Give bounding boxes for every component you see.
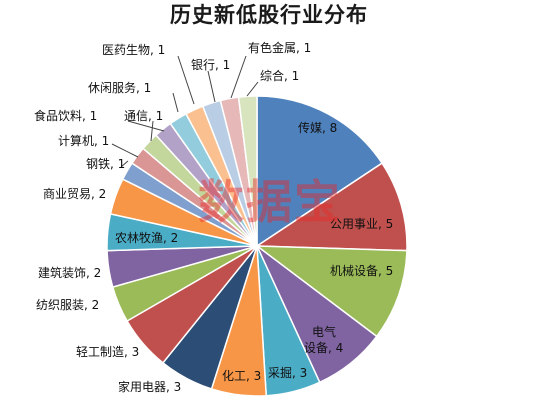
leader-line-13 — [120, 160, 129, 168]
pie-slice-2 — [254, 162, 408, 252]
data-label-10: 建筑装饰, 2 — [38, 265, 101, 280]
data-label-3: 机械设备, 5 — [330, 263, 393, 278]
data-label-2: 公用事业, 5 — [330, 217, 393, 231]
leader-line-15 — [150, 120, 154, 142]
pie-slice-3 — [254, 245, 408, 338]
leader-line-14 — [111, 143, 139, 158]
data-label-9: 纺织服装, 2 — [36, 298, 99, 312]
data-label-16: 食品饮料, 1 — [34, 108, 97, 123]
data-label-12: 商业贸易, 2 — [43, 186, 106, 201]
data-label-8: 轻工制造, 3 — [76, 345, 139, 359]
leader-line-16 — [127, 120, 165, 132]
data-label-6: 化工, 3 — [222, 369, 261, 383]
leader-line-18 — [177, 55, 195, 105]
data-label-14: 计算机, 1 — [58, 133, 109, 148]
data-label-4: 电气设备, 4 — [304, 324, 343, 355]
data-label-19: 银行, 1 — [191, 58, 230, 72]
leader-line-20 — [230, 55, 247, 99]
leader-line-19 — [207, 70, 216, 103]
chart-title: 历史新低股行业分布 — [170, 2, 368, 27]
pie-slice-1 — [256, 95, 384, 248]
leader-line-17 — [172, 92, 179, 113]
data-label-5: 采掘, 3 — [268, 365, 307, 380]
leader-line-21 — [246, 81, 259, 97]
data-label-21: 综合, 1 — [260, 68, 299, 83]
data-label-13: 钢铁, 1 — [86, 157, 125, 171]
data-label-20: 有色金属, 1 — [248, 40, 311, 55]
data-label-15: 通信, 1 — [124, 109, 163, 123]
data-label-18: 医药生物, 1 — [102, 43, 165, 57]
pie-slice-21 — [237, 95, 258, 247]
data-label-17: 休闲服务, 1 — [88, 80, 151, 95]
data-label-7: 家用电器, 3 — [118, 379, 181, 394]
data-label-1: 传媒, 8 — [298, 120, 337, 135]
data-label-11: 农林牧渔, 2 — [115, 231, 178, 245]
